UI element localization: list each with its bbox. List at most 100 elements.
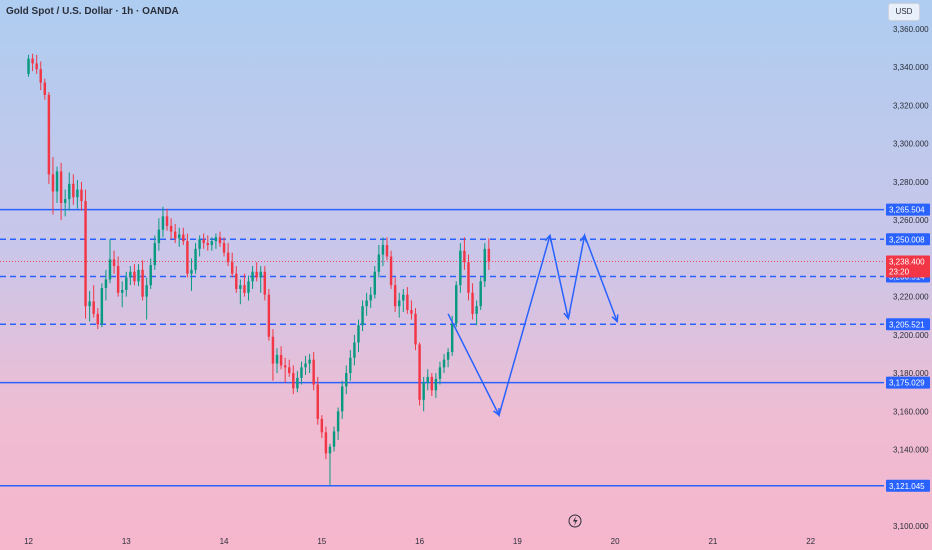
candle-body xyxy=(442,359,446,368)
candle-body xyxy=(210,241,214,246)
x-tick-label: 15 xyxy=(317,537,326,546)
candle-body xyxy=(72,183,75,198)
candle-body xyxy=(133,271,136,282)
y-tick-label: 3,100.000 xyxy=(893,522,929,531)
candle-body xyxy=(51,174,55,192)
candle-body xyxy=(161,216,165,230)
candle-body xyxy=(393,285,397,307)
level-badge-label: 3,265.504 xyxy=(889,206,925,215)
y-tick-label: 3,180.000 xyxy=(893,369,929,378)
y-tick-label: 3,300.000 xyxy=(893,140,929,149)
candle-body xyxy=(169,225,173,232)
candle-body xyxy=(251,271,254,282)
candle-body xyxy=(230,262,234,274)
candle-body xyxy=(182,234,185,242)
candle-body xyxy=(247,281,250,293)
pattern-drawings xyxy=(447,232,619,418)
candle-body xyxy=(410,309,413,314)
level-labels: 3,265.5043,250.0083,230.5143,205.5213,17… xyxy=(886,203,930,492)
candle-body xyxy=(80,189,83,202)
candle-body xyxy=(35,63,38,70)
candle-body xyxy=(108,259,112,280)
candle-body xyxy=(332,431,336,447)
y-tick-label: 3,340.000 xyxy=(893,63,929,72)
candle-body xyxy=(39,69,42,83)
candle-body xyxy=(255,271,258,278)
candle-body xyxy=(96,313,99,325)
candle-body xyxy=(389,256,393,286)
candle-body xyxy=(336,411,340,432)
x-tick-label: 20 xyxy=(611,537,620,546)
arrow-head xyxy=(493,408,500,417)
candle-body xyxy=(31,58,34,64)
candle-body xyxy=(353,342,356,358)
candle-body xyxy=(406,294,409,310)
chart-title: Gold Spot / U.S. Dollar · 1h · OANDA xyxy=(6,6,179,17)
candle-body xyxy=(47,94,51,175)
candle-body xyxy=(434,378,438,391)
candle-body xyxy=(296,377,299,389)
candle-body xyxy=(385,245,389,257)
y-tick-label: 3,280.000 xyxy=(893,178,929,187)
candle-body xyxy=(418,344,421,400)
candle-body xyxy=(68,183,71,200)
candle-body xyxy=(218,237,222,244)
candle-body xyxy=(116,266,120,293)
candle-body xyxy=(43,82,47,95)
candle-body xyxy=(271,336,275,364)
y-tick-label: 3,260.000 xyxy=(893,216,929,225)
level-badge xyxy=(886,318,930,331)
lightning-icon[interactable] xyxy=(568,514,582,528)
candle-body xyxy=(414,313,417,345)
candle-body xyxy=(324,432,328,454)
y-tick-label: 3,140.000 xyxy=(893,446,929,455)
x-tick-label: 13 xyxy=(122,537,131,546)
candle-body xyxy=(381,245,385,255)
candle-body xyxy=(125,277,128,290)
candle-body xyxy=(141,269,144,297)
candle-body xyxy=(178,234,181,239)
candle-body xyxy=(55,171,59,192)
candle-body xyxy=(357,325,360,343)
level-badge xyxy=(886,203,930,216)
drawing-line[interactable] xyxy=(549,232,618,322)
x-tick-label: 19 xyxy=(513,537,522,546)
x-tick-label: 12 xyxy=(24,537,33,546)
candle-body xyxy=(459,250,462,286)
candle-body xyxy=(157,229,161,244)
candle-body xyxy=(467,262,470,293)
candle-body xyxy=(422,382,425,400)
candle-body xyxy=(398,300,401,307)
candle-body xyxy=(312,359,315,385)
candle-body xyxy=(479,281,482,307)
candle-body xyxy=(88,301,91,307)
drawing-line[interactable] xyxy=(447,235,551,418)
candle-body xyxy=(259,271,262,278)
candles xyxy=(27,53,491,485)
candle-body xyxy=(112,259,116,267)
currency-button[interactable]: USD xyxy=(888,3,920,21)
candle-body xyxy=(483,248,486,282)
level-badge xyxy=(886,233,930,246)
level-badge-label: 3,250.008 xyxy=(889,235,925,244)
y-tick-label: 3,160.000 xyxy=(893,407,929,416)
candle-body xyxy=(283,365,287,368)
current-price-badge xyxy=(886,255,930,278)
candle-body xyxy=(27,58,30,74)
candle-body xyxy=(243,285,246,293)
candle-body xyxy=(402,294,405,301)
candle-body xyxy=(288,367,291,374)
x-tick-label: 16 xyxy=(415,537,424,546)
candle-body xyxy=(377,254,381,272)
horizontal-levels xyxy=(0,208,884,487)
y-tick-label: 3,360.000 xyxy=(893,25,929,34)
candle-body xyxy=(369,294,372,301)
candle-body xyxy=(137,269,140,282)
candle-body xyxy=(263,271,267,295)
y-tick-label: 3,320.000 xyxy=(893,101,929,110)
arrow-head xyxy=(611,314,619,324)
candle-body xyxy=(373,271,377,295)
candle-body xyxy=(76,189,79,198)
